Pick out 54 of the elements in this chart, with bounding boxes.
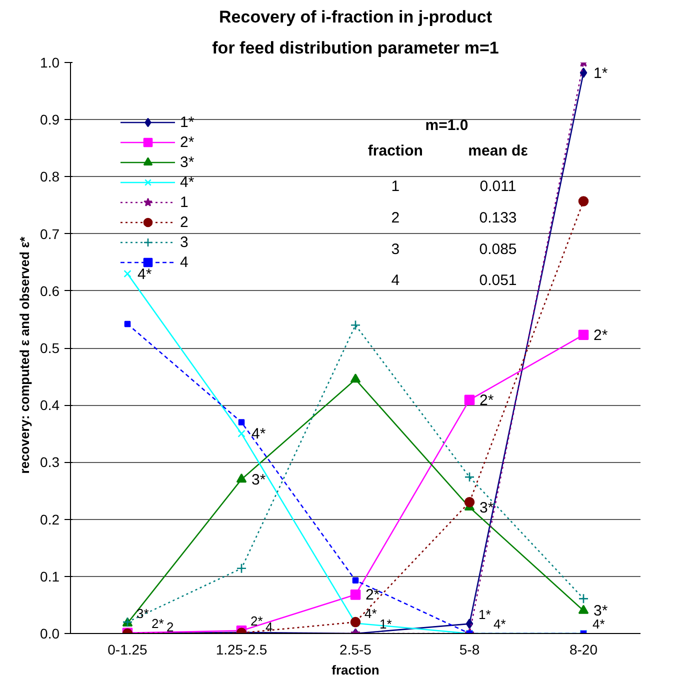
x-tick-label: 8-20 — [569, 642, 598, 658]
annotation: 1* — [478, 606, 491, 622]
annotation: 3* — [480, 499, 494, 516]
annotation: 4* — [252, 426, 266, 443]
annotation: 0.133 — [479, 209, 517, 226]
annotation: 4* — [494, 616, 506, 632]
annotation: 2 — [166, 620, 174, 634]
annotation: 3 — [391, 240, 400, 258]
annotation: 2* — [366, 586, 380, 604]
y-tick-label: 0.3 — [40, 454, 60, 470]
y-tick-label: 0.6 — [40, 282, 60, 299]
legend-label: 2 — [180, 212, 190, 232]
legend-label: 2* — [180, 132, 196, 152]
annotation: m=1.0 — [425, 116, 468, 134]
annotation: 3* — [136, 606, 149, 622]
annotation: 0.085 — [479, 240, 517, 258]
legend-label: 3 — [180, 232, 190, 252]
y-tick-label: 0.0 — [40, 626, 60, 642]
annotation: 1* — [594, 64, 608, 82]
y-tick-label: 0.4 — [40, 397, 60, 414]
chart-subtitle: for feed distribution parameter m=1 — [212, 38, 499, 58]
legend-label: 3* — [180, 152, 196, 172]
legend-label: 1 — [180, 192, 190, 212]
text: fraction — [332, 662, 380, 678]
y-tick-label: 0.5 — [40, 340, 60, 356]
annotation: 4* — [364, 606, 377, 622]
annotation: 2* — [250, 614, 263, 629]
annotation: 3* — [252, 471, 266, 488]
annotation: 4* — [138, 266, 152, 283]
y-tick-label: 0.9 — [40, 112, 60, 128]
annotation: 2* — [594, 326, 608, 344]
y-axis-title: recovery: computed ε and observed ε* — [17, 236, 32, 474]
legend-label: 4* — [180, 172, 196, 192]
y-tick-label: 0.7 — [40, 226, 60, 242]
annotation: mean dε — [468, 142, 528, 160]
x-tick-label: 2.5-5 — [340, 642, 372, 658]
annotation: 2* — [152, 616, 164, 631]
annotation: 2 — [391, 209, 400, 226]
y-tick-label: 0.1 — [40, 568, 60, 584]
x-tick-label: 1.25-2.5 — [216, 642, 268, 658]
x-tick-label: 5-8 — [459, 642, 480, 658]
annotation: 1 — [391, 178, 400, 195]
annotation: 4 — [266, 620, 273, 634]
x-tick-label: 0-1.25 — [108, 642, 148, 658]
annotation: 2* — [480, 392, 494, 409]
legend-label: 4 — [180, 252, 190, 272]
y-tick-label: 0.2 — [40, 511, 60, 528]
y-tick-label: 1.0 — [40, 54, 60, 70]
y-tick-label: 0.8 — [40, 168, 60, 185]
x-axis-title: fraction — [368, 142, 423, 160]
annotation: 4 — [391, 272, 400, 290]
annotation: 0.011 — [480, 178, 516, 195]
chart-title: Recovery of i-fraction in j-product — [219, 8, 492, 26]
annotation: 0.051 — [479, 272, 517, 290]
